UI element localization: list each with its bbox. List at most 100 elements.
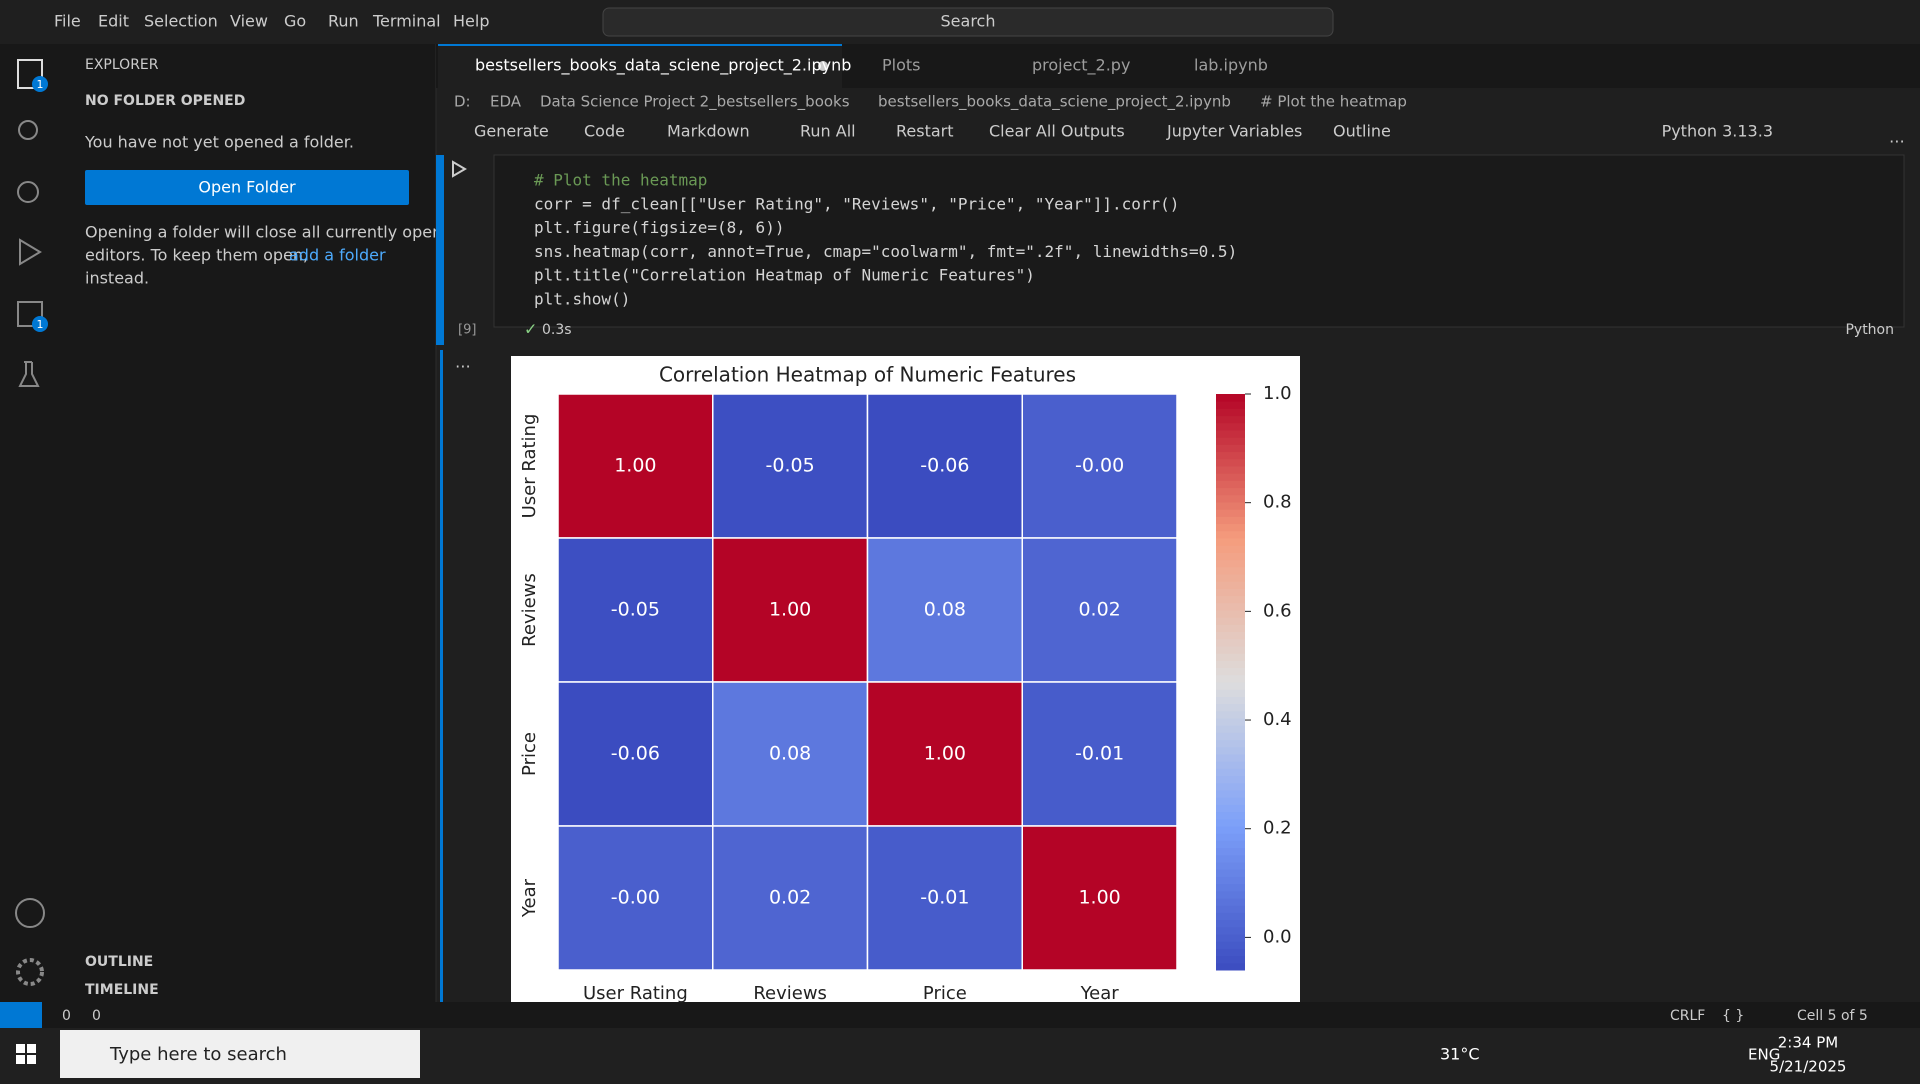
success-check: ✓ xyxy=(524,320,537,339)
search-icon[interactable] xyxy=(18,120,38,140)
tab-label[interactable]: project_2.py xyxy=(1032,56,1130,76)
toolbar-overflow[interactable]: ⋯ xyxy=(1889,132,1905,151)
colorbar-segment xyxy=(1216,775,1245,784)
colorbar-segment xyxy=(1216,523,1245,532)
open-folder-label[interactable]: Open Folder xyxy=(198,178,296,197)
heatmap-cell xyxy=(1021,825,1178,971)
tab-label[interactable]: bestsellers_books_data_sciene_project_2.… xyxy=(475,56,851,76)
colorbar-segment xyxy=(1216,811,1245,820)
heatmap-cell xyxy=(1021,393,1178,539)
cell-label: -0.06 xyxy=(611,743,660,765)
toolbar-button[interactable]: Run All xyxy=(800,122,856,141)
menu-item[interactable]: Selection xyxy=(144,12,218,31)
toolbar-button[interactable]: Code xyxy=(584,122,625,141)
badge xyxy=(32,76,48,92)
tab-label[interactable]: Plots xyxy=(882,56,921,75)
menu-item[interactable]: Terminal xyxy=(372,12,441,31)
breadcrumb-item[interactable]: # Plot the heatmap xyxy=(1260,93,1407,111)
colorbar-segment xyxy=(1216,746,1245,755)
clock-time[interactable]: 2:34 PM xyxy=(1778,1034,1838,1052)
y-tick-label: Reviews xyxy=(519,573,540,647)
run-cell-button[interactable] xyxy=(452,160,467,178)
colorbar-segment xyxy=(1216,725,1245,733)
warning-count[interactable]: 0 xyxy=(92,1008,101,1024)
clock-date[interactable]: 5/21/2025 xyxy=(1770,1058,1847,1076)
section-header[interactable]: NO FOLDER OPENED xyxy=(85,93,245,109)
note: instead. xyxy=(85,269,149,288)
output-menu[interactable]: ⋯ xyxy=(455,357,471,376)
cell-label: 1.00 xyxy=(614,455,656,477)
colorbar-segment xyxy=(1216,955,1245,964)
explorer-icon[interactable] xyxy=(17,59,43,89)
heatmap-cell xyxy=(557,825,714,971)
colorbar-segment xyxy=(1216,401,1245,409)
colorbar-segment xyxy=(1216,595,1245,604)
colorbar-segment xyxy=(1216,617,1245,625)
breadcrumb-item[interactable]: D: xyxy=(454,93,471,111)
input-language[interactable]: ENG xyxy=(1748,1046,1780,1064)
colorbar-segment xyxy=(1216,833,1245,841)
toolbar-button[interactable]: Markdown xyxy=(667,122,750,141)
breadcrumb-item[interactable]: Data Science Project 2_bestsellers_books xyxy=(540,93,850,112)
colorbar-segment xyxy=(1216,869,1245,877)
colorbar-segment xyxy=(1216,905,1245,913)
weather[interactable]: 31°C xyxy=(1440,1045,1480,1064)
explorer-title: EXPLORER xyxy=(85,57,159,73)
toolbar-button[interactable]: Jupyter Variables xyxy=(1166,122,1302,141)
taskbar-search[interactable] xyxy=(60,1030,420,1078)
tab-label[interactable]: lab.ipynb xyxy=(1194,56,1268,75)
scm-icon[interactable] xyxy=(17,181,39,203)
colorbar-segment xyxy=(1216,624,1245,633)
breadcrumb-item[interactable]: bestsellers_books_data_sciene_project_2.… xyxy=(878,93,1231,112)
menu-item[interactable]: Edit xyxy=(98,12,129,31)
cell-label: -0.05 xyxy=(766,455,815,477)
menu-item[interactable]: Run xyxy=(328,12,359,31)
colorbar-segment xyxy=(1216,466,1245,474)
start-button[interactable] xyxy=(16,1044,25,1053)
menu-item[interactable]: Go xyxy=(284,12,306,31)
cell-label: 0.08 xyxy=(769,743,811,765)
search-label[interactable]: Search xyxy=(941,12,996,31)
menu-item[interactable]: Help xyxy=(453,12,489,31)
menu-item[interactable]: File xyxy=(54,12,81,31)
heatmap-cell xyxy=(866,537,1023,683)
cell-label: 0.08 xyxy=(924,599,966,621)
eol[interactable]: CRLF xyxy=(1670,1008,1705,1024)
search-box[interactable] xyxy=(602,7,1334,37)
code-cell[interactable] xyxy=(493,154,1905,328)
colorbar-segment xyxy=(1216,552,1245,561)
menu-item[interactable]: View xyxy=(230,12,268,31)
account-icon[interactable] xyxy=(15,898,45,928)
remote-button[interactable] xyxy=(0,1002,42,1028)
taskbar-search-text[interactable]: Type here to search xyxy=(109,1044,287,1065)
run-icon[interactable] xyxy=(19,238,42,266)
test-icon[interactable] xyxy=(18,361,40,387)
heatmap-cell xyxy=(866,825,1023,971)
settings-icon[interactable] xyxy=(16,958,44,986)
cell-language[interactable]: Python xyxy=(1845,322,1894,338)
timeline-section[interactable]: TIMELINE xyxy=(85,982,159,998)
active-tab[interactable] xyxy=(438,44,842,88)
colorbar-segment xyxy=(1216,782,1245,791)
cell-position[interactable]: Cell 5 of 5 xyxy=(1797,1008,1868,1024)
toolbar-button[interactable]: Clear All Outputs xyxy=(989,122,1125,141)
open-folder-button[interactable] xyxy=(85,170,409,205)
colorbar-segment xyxy=(1216,854,1245,863)
colorbar-segment xyxy=(1216,509,1245,517)
language-mode[interactable]: { } xyxy=(1722,1008,1744,1024)
toolbar-button[interactable]: Generate xyxy=(474,122,549,141)
x-tick-label: User Rating xyxy=(583,983,688,1004)
colorbar-segment xyxy=(1216,538,1245,546)
toolbar-button[interactable]: Outline xyxy=(1333,122,1391,141)
error-count[interactable]: 0 xyxy=(62,1008,71,1024)
breadcrumb-item[interactable]: EDA xyxy=(490,93,522,111)
toolbar-button[interactable]: Restart xyxy=(896,122,954,141)
extensions-icon[interactable] xyxy=(17,301,43,327)
cell-label: -0.01 xyxy=(1075,743,1124,765)
colorbar-tick-label: 1.0 xyxy=(1263,383,1292,404)
kernel-label[interactable]: Python 3.13.3 xyxy=(1662,122,1773,141)
add-folder-link[interactable]: add a folder xyxy=(289,246,386,265)
colorbar-segment xyxy=(1216,847,1245,856)
y-tick-label: Year xyxy=(519,878,540,918)
outline-section[interactable]: OUTLINE xyxy=(85,954,153,970)
